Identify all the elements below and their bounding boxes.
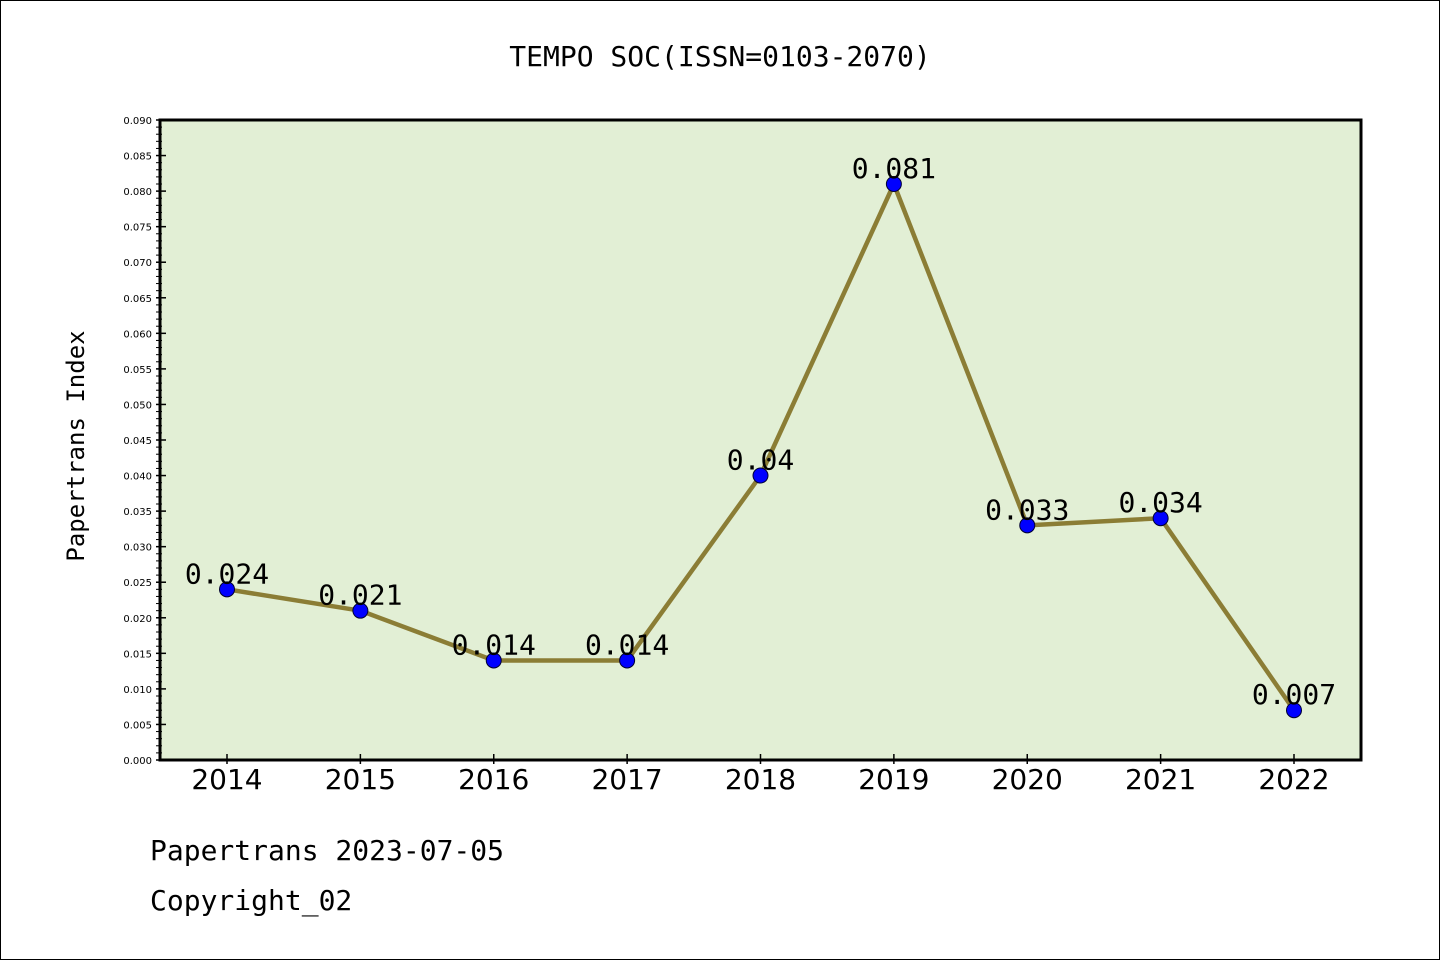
plot-border	[158, 118, 1363, 762]
data-point	[1019, 517, 1036, 534]
y-tick-label: 0.085	[123, 152, 152, 163]
x-tick-label: 2018	[725, 763, 796, 796]
data-point	[219, 581, 235, 598]
y-tick-label: 0.030	[123, 543, 152, 554]
data-label: 0.034	[1118, 486, 1202, 519]
y-tick-label: 0.045	[123, 436, 152, 447]
data-point	[1286, 702, 1302, 719]
data-point	[752, 467, 769, 484]
data-label: 0.033	[985, 493, 1069, 526]
data-point	[1152, 510, 1169, 527]
y-tick-label: 0.000	[123, 756, 152, 767]
y-tick-label: 0.025	[123, 578, 152, 589]
data-label: 0.021	[318, 579, 402, 612]
y-tick-label: 0.040	[123, 472, 152, 483]
data-point	[352, 602, 369, 619]
y-tick-label: 0.010	[123, 685, 152, 696]
x-tick-label: 2017	[591, 763, 662, 796]
y-tick-label: 0.070	[123, 258, 152, 269]
y-tick-label: 0.050	[123, 400, 152, 411]
y-tick-label: 0.075	[123, 223, 152, 234]
data-label-layer: 0.024 0.021 0.014 0.014 0.04 0.081 0.033 0.034 0…	[185, 152, 1336, 711]
x-tick-label: 2020	[992, 763, 1063, 796]
y-tick-label: 0.080	[123, 187, 152, 198]
data-label: 0.007	[1252, 678, 1336, 711]
data-label: 0.04	[727, 444, 794, 477]
y-tick-label: 0.065	[123, 294, 152, 305]
data-point	[485, 652, 502, 669]
y-tick-label: 0.015	[123, 649, 152, 660]
data-label: 0.014	[452, 628, 536, 661]
x-tick-label: 2014	[191, 763, 262, 796]
y-tick-label: 0.005	[123, 720, 152, 731]
data-label: 0.024	[185, 557, 269, 590]
x-tick-label: 2016	[458, 763, 529, 796]
data-point	[885, 176, 902, 192]
x-tick-label: 2022	[1258, 763, 1329, 796]
y-tick-label: 0.060	[123, 329, 152, 340]
marker-layer	[219, 176, 1302, 719]
y-tick-label: 0.055	[123, 365, 152, 376]
x-tick-label: 2019	[858, 763, 929, 796]
data-label: 0.081	[852, 152, 936, 185]
y-axis-label: Papertrans Index	[62, 330, 90, 561]
x-tick-label: 2015	[325, 763, 396, 796]
footer-copyright: Copyright_02	[150, 884, 353, 917]
footer-date: Papertrans 2023-07-05	[150, 834, 505, 867]
y-tick-label: 0.035	[123, 507, 152, 518]
chart-title: TEMPO SOC(ISSN=0103-2070)	[509, 40, 930, 73]
plot-area	[160, 120, 1361, 760]
y-tick-label: 0.020	[123, 614, 152, 625]
y-tick-label: 0.090	[123, 116, 152, 127]
data-label: 0.014	[585, 628, 669, 661]
data-point	[619, 652, 636, 669]
x-tick-label: 2021	[1125, 763, 1196, 796]
